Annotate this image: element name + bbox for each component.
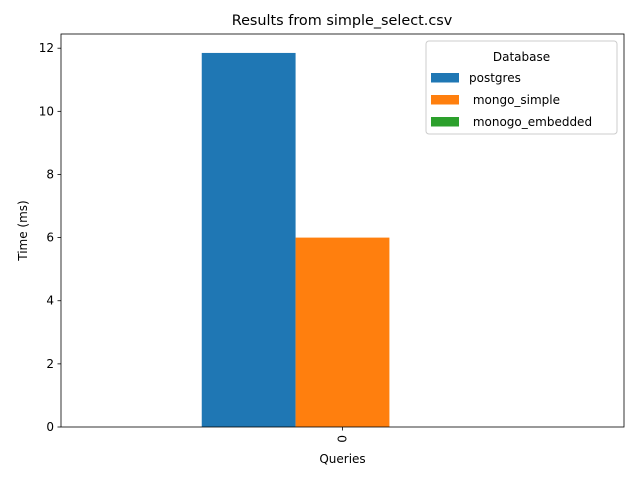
- y-tick-label: 8: [46, 167, 54, 181]
- x-axis-title: Queries: [319, 452, 365, 466]
- bar-postgres-0: [201, 52, 296, 427]
- y-axis: 0 2 4 6 8 10 12: [39, 41, 61, 434]
- y-tick-label: 4: [46, 294, 54, 308]
- legend-swatch-postgres: [431, 73, 459, 83]
- legend-swatch-monogo-embedded: [431, 117, 459, 127]
- legend-label: postgres: [469, 71, 521, 85]
- y-axis-title: Time (ms): [16, 200, 30, 262]
- legend-items: postgres mongo_simple monogo_embedded: [431, 71, 592, 129]
- y-tick-label: 2: [46, 357, 54, 371]
- x-tick-label: 0: [336, 435, 350, 443]
- legend-label: mongo_simple: [469, 93, 560, 107]
- legend: Database postgres mongo_simple monogo_em…: [425, 40, 618, 135]
- y-tick-label: 6: [46, 231, 54, 245]
- y-tick-label: 10: [39, 104, 54, 118]
- bar-mongo-simple-0: [295, 237, 390, 427]
- legend-box: [425, 40, 618, 135]
- y-tick-label: 12: [39, 41, 54, 55]
- legend-title: Database: [493, 50, 550, 64]
- legend-swatch-mongo-simple: [431, 95, 459, 105]
- bars-group: [201, 52, 390, 427]
- x-axis: 0: [336, 427, 350, 443]
- y-tick-label: 0: [46, 420, 54, 434]
- legend-label: monogo_embedded: [469, 115, 592, 129]
- chart-title: Results from simple_select.csv: [232, 13, 453, 29]
